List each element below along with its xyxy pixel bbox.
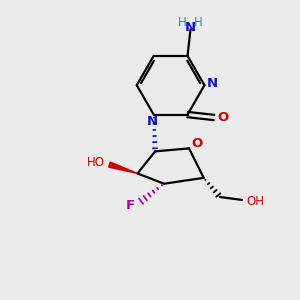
Text: N: N <box>147 115 158 128</box>
Polygon shape <box>109 162 137 173</box>
Text: F: F <box>126 199 135 212</box>
Text: O: O <box>218 111 229 124</box>
Text: OH: OH <box>246 195 264 208</box>
Text: N: N <box>207 77 218 90</box>
Text: H: H <box>194 16 203 29</box>
Text: H: H <box>178 16 187 29</box>
Text: O: O <box>192 136 203 150</box>
Text: N: N <box>185 21 196 34</box>
Text: HO: HO <box>87 156 105 169</box>
